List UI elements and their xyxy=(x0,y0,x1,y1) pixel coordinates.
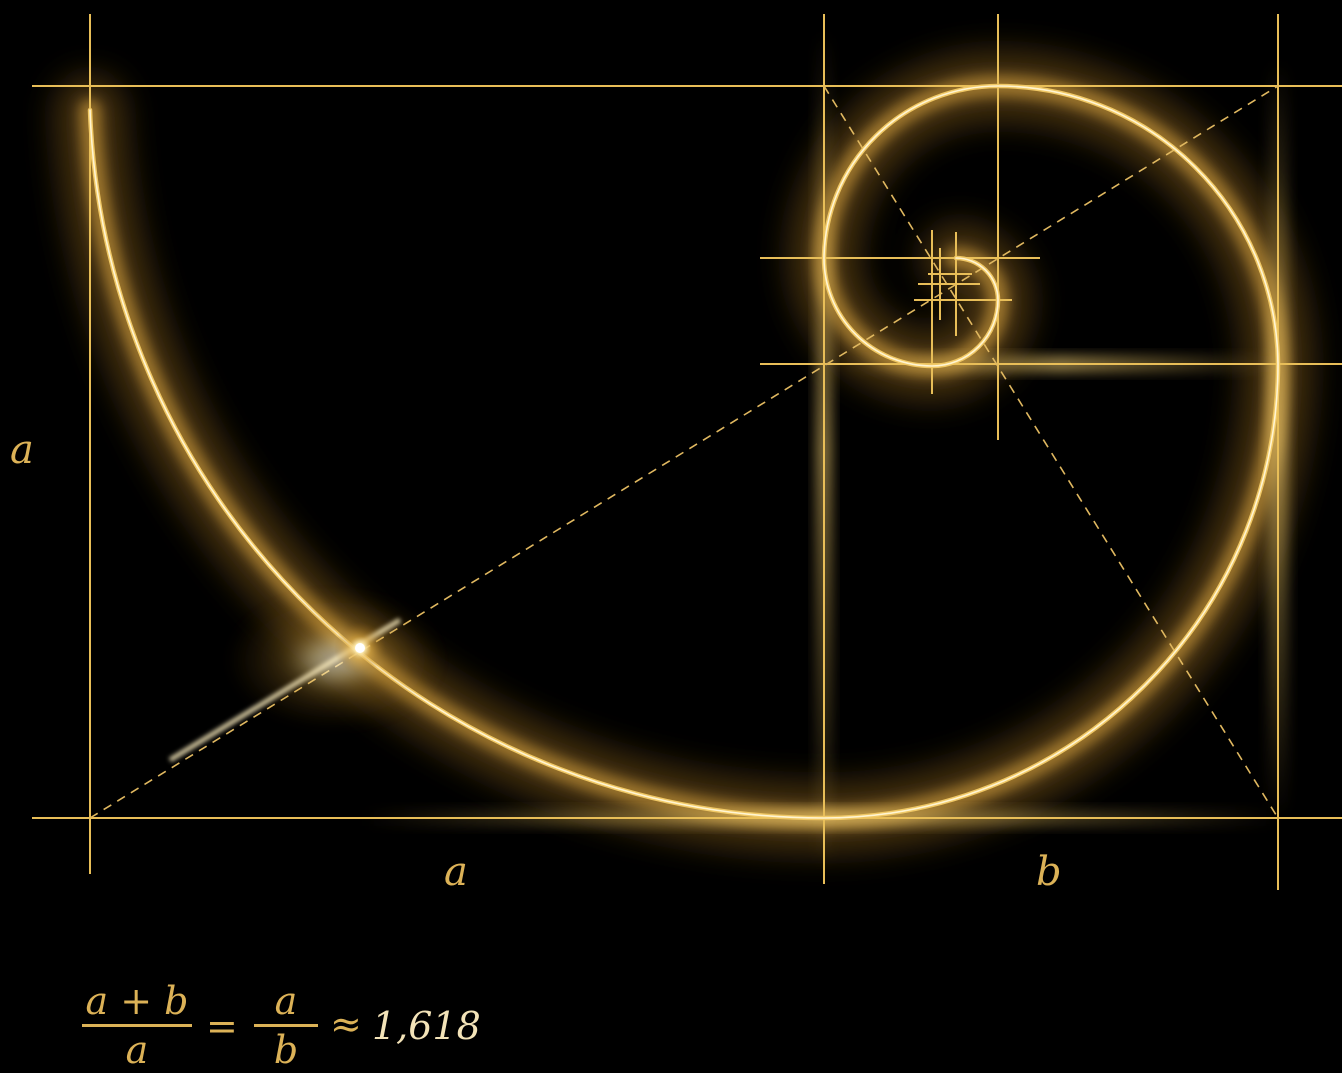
fraction-numerator: a + b xyxy=(85,979,189,1023)
spiral-highlight xyxy=(89,85,1279,819)
side-a-label: a xyxy=(10,427,34,473)
golden-spiral xyxy=(87,83,1281,821)
fraction-denominator: b xyxy=(273,1028,299,1072)
fraction-denominator: a xyxy=(125,1028,149,1072)
bottom-b-label: b xyxy=(1036,849,1062,895)
equals-sign: = xyxy=(206,1004,238,1048)
fraction-numerator: a xyxy=(274,979,298,1023)
fraction-bar xyxy=(82,1024,192,1027)
fraction-a-over-b: a b xyxy=(254,978,318,1072)
lens-flare xyxy=(168,590,445,763)
fraction-bar xyxy=(254,1024,318,1027)
bottom-a-label: a xyxy=(444,849,468,895)
fraction-a-plus-b-over-a: a + b a xyxy=(82,978,192,1072)
flare-center xyxy=(355,643,365,653)
approx-sign: ≈ xyxy=(330,1002,362,1046)
golden-ratio-value: 1,618 xyxy=(372,1004,481,1048)
